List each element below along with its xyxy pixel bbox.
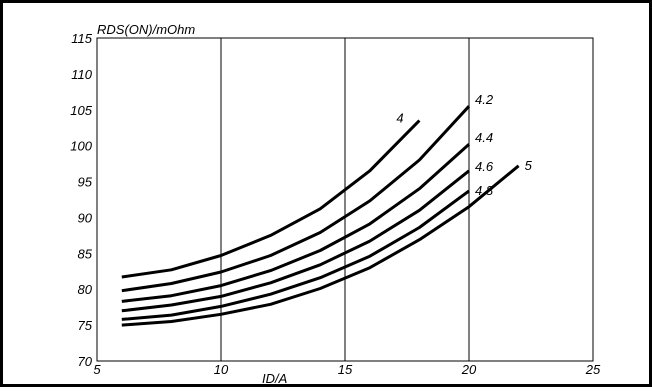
series-label: 4.8 xyxy=(475,183,494,198)
series-label: 5 xyxy=(525,158,533,173)
series-labels: 4 4.2 4.4 4.6 4.8 5 xyxy=(396,92,532,198)
y-tick-label: 80 xyxy=(78,282,93,297)
y-tick-label: 90 xyxy=(78,210,93,225)
x-tick-label: 20 xyxy=(461,362,477,377)
series-label: 4 xyxy=(396,111,403,126)
series-line-5 xyxy=(121,164,520,327)
series-line-4-2 xyxy=(121,105,471,293)
x-tick-label: 5 xyxy=(93,362,101,377)
x-axis-label: ID/A xyxy=(262,371,287,386)
series-label: 4.2 xyxy=(475,92,494,107)
y-tick-label: 105 xyxy=(70,103,92,118)
y-tick-label: 100 xyxy=(70,139,92,154)
y-axis-label: RDS(ON)/mOhm xyxy=(97,22,195,37)
y-tick-label: 110 xyxy=(71,67,92,82)
x-tick-label: 10 xyxy=(214,362,229,377)
x-tick-label: 15 xyxy=(338,362,353,377)
y-tick-label: 70 xyxy=(78,354,93,369)
series-line-4-6 xyxy=(121,169,470,313)
series-lines xyxy=(121,105,520,327)
series-line-4-8 xyxy=(121,189,470,321)
y-tick-label: 95 xyxy=(78,175,93,190)
series-label: 4.4 xyxy=(475,130,493,145)
series-label: 4.6 xyxy=(475,159,494,174)
tick-labels: 70 75 80 85 90 95 100 105 110 115 5 10 15 20 25 xyxy=(70,31,601,377)
x-tick-label: 25 xyxy=(585,362,601,377)
y-tick-label: 85 xyxy=(78,246,93,261)
y-tick-label: 75 xyxy=(78,318,93,333)
series-line-4-4 xyxy=(121,143,471,303)
series-line-4 xyxy=(121,119,421,279)
y-tick-label: 115 xyxy=(71,31,92,46)
